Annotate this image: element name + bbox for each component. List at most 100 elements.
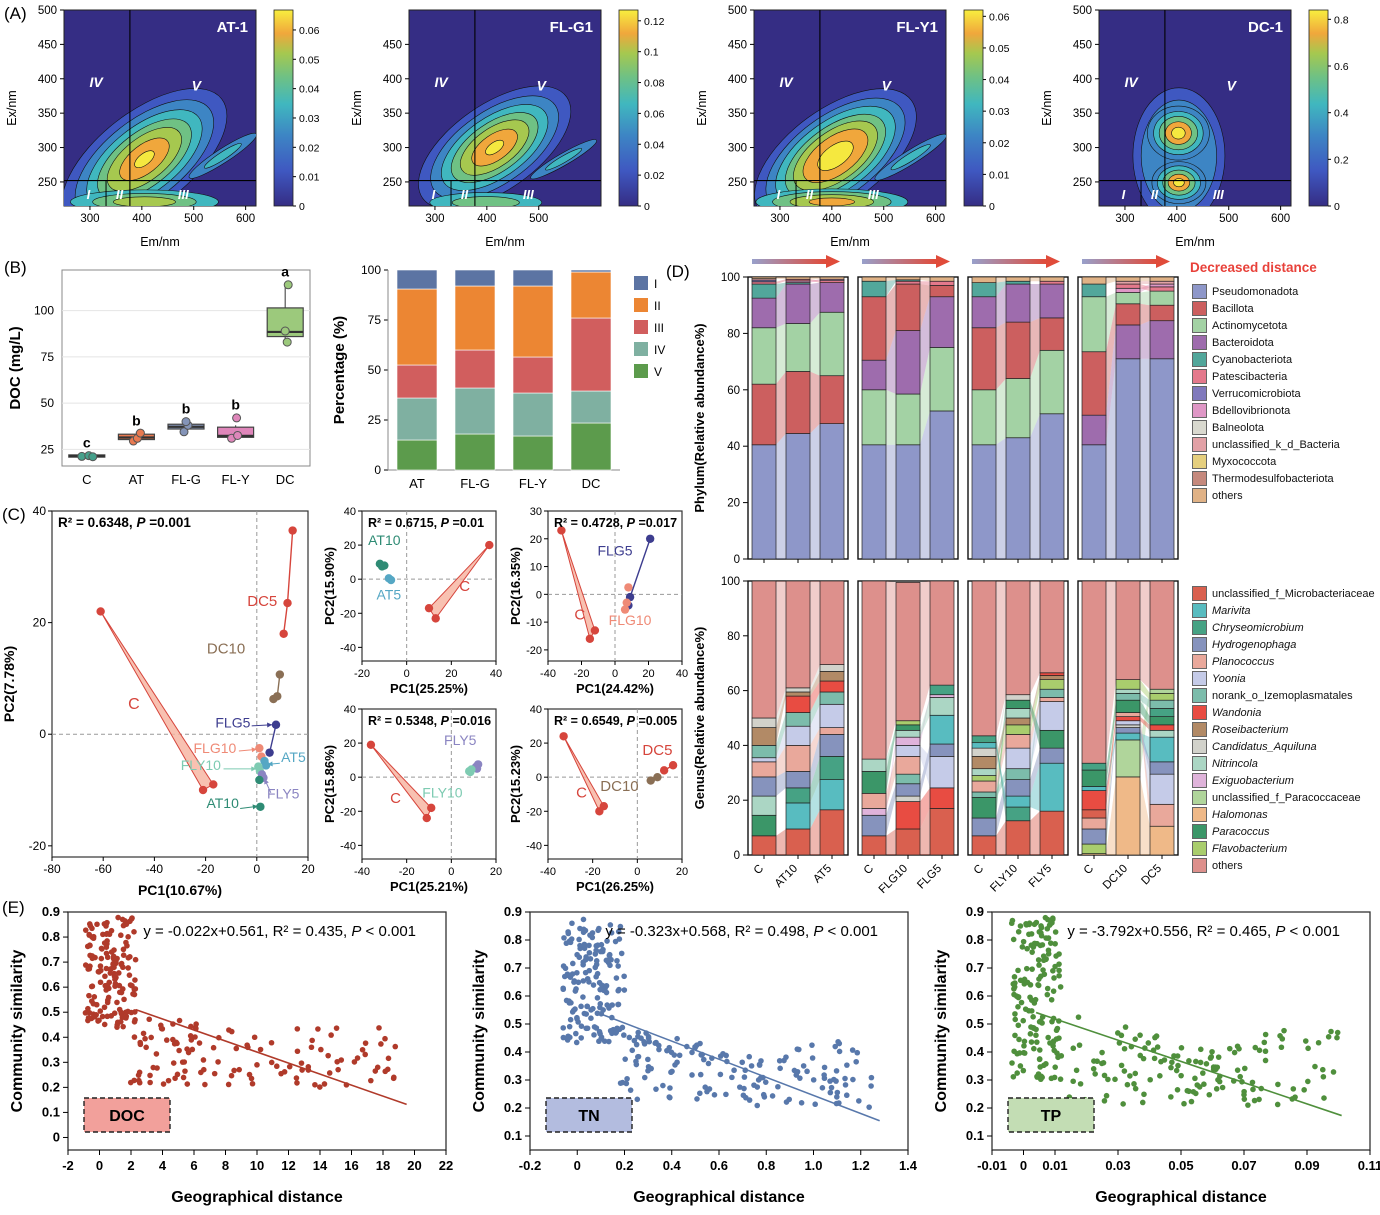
legend-item: Hydrogenophaga — [1192, 636, 1375, 653]
svg-text:V: V — [654, 365, 662, 379]
svg-text:C: C — [752, 863, 766, 877]
svg-text:20: 20 — [676, 866, 688, 878]
svg-text:C: C — [862, 863, 876, 877]
legend-item: Nitrincola — [1192, 755, 1375, 772]
svg-text:I: I — [432, 187, 436, 202]
svg-text:80: 80 — [727, 631, 740, 643]
svg-text:C: C — [459, 578, 470, 595]
svg-text:0.8: 0.8 — [966, 932, 984, 947]
svg-text:40: 40 — [33, 504, 47, 518]
legend-item: others — [1192, 487, 1340, 504]
svg-text:II: II — [461, 187, 469, 202]
svg-text:0.06: 0.06 — [299, 25, 320, 37]
decreased-distance-label: Decreased distance — [1190, 260, 1317, 275]
svg-text:450: 450 — [1073, 39, 1092, 51]
legend-label: unclassified_f_Paracoccaceae — [1212, 791, 1361, 804]
svg-text:AT10: AT10 — [368, 532, 401, 548]
legend-item: Patescibacteria — [1192, 368, 1340, 385]
svg-text:R² = 0.6549, P =0.005: R² = 0.6549, P =0.005 — [554, 714, 677, 728]
legend-swatch — [1192, 824, 1207, 839]
svg-text:0.4: 0.4 — [1334, 108, 1349, 120]
svg-text:50: 50 — [368, 363, 382, 377]
svg-text:Community similarity: Community similarity — [471, 950, 488, 1113]
svg-text:40: 40 — [530, 704, 542, 716]
svg-text:350: 350 — [1073, 108, 1092, 120]
legend-swatch — [1192, 773, 1207, 788]
legend-label: Balneolota — [1212, 421, 1264, 434]
legend-swatch — [1192, 637, 1207, 652]
svg-text:0: 0 — [644, 201, 650, 213]
pca-svg: -40 -20 0 20 -40 -20 0 20 40 DC5 DC10 C R² = 0.6549,… — [508, 704, 688, 894]
svg-text:Community similarity: Community similarity — [9, 950, 26, 1113]
legend-swatch — [1192, 471, 1207, 486]
svg-text:250: 250 — [728, 177, 747, 189]
panel-label-e: (E) — [2, 898, 25, 917]
legend-swatch — [1192, 603, 1207, 618]
legend-label: Bacillota — [1212, 302, 1254, 315]
legend-swatch — [1192, 437, 1207, 452]
svg-text:III: III — [178, 187, 189, 202]
svg-text:0.01: 0.01 — [1042, 1158, 1067, 1173]
scatter-svg: -2 0 2 4 6 8 10 12 14 16 18 20 2200.10.20.30.40.50.6… — [9, 904, 453, 1206]
legend-swatch — [1192, 284, 1207, 299]
svg-text:Ex/nm: Ex/nm — [695, 90, 709, 125]
svg-text:16: 16 — [344, 1158, 358, 1173]
legend-swatch — [1192, 671, 1207, 686]
svg-text:Geographical distance: Geographical distance — [633, 1189, 805, 1206]
svg-text:-20: -20 — [526, 645, 542, 657]
legend-swatch — [1192, 318, 1207, 333]
scatter-tp: -0.01 0 0.01 0.03 0.05 0.07 0.09 0.11 0.1 0.2 0.3 0… — [930, 902, 1380, 1215]
svg-text:DC10: DC10 — [207, 640, 245, 657]
svg-text:-80: -80 — [43, 862, 61, 876]
legend-label: Marivita — [1212, 604, 1251, 617]
legend-label: Yoonia — [1212, 672, 1246, 685]
svg-text:DC10: DC10 — [600, 778, 638, 795]
svg-text:250: 250 — [383, 177, 402, 189]
svg-text:500: 500 — [184, 213, 203, 225]
svg-text:-2: -2 — [62, 1158, 74, 1173]
panel-label-c: (C) — [2, 505, 26, 524]
svg-text:c: c — [83, 435, 91, 451]
svg-text:PC1(10.67%): PC1(10.67%) — [138, 882, 222, 898]
svg-text:R² = 0.6348, P =0.001: R² = 0.6348, P =0.001 — [58, 515, 191, 530]
svg-text:0: 0 — [634, 866, 640, 878]
svg-text:PC2(16.35%): PC2(16.35%) — [508, 547, 523, 625]
pca-main: -80 -60 -40 -20 0 20 -20 0 20 40 C DC5 DC10 FLG5 FLG10… — [0, 503, 318, 906]
pca-mini-dc: -40 -20 0 20 -40 -20 0 20 40 DC5 DC10 C R² = 0.6549,… — [506, 701, 692, 902]
svg-text:R² = 0.5348, P =0.016: R² = 0.5348, P =0.016 — [368, 714, 491, 728]
svg-text:DC: DC — [276, 472, 295, 487]
svg-text:450: 450 — [728, 39, 747, 51]
genus-chart: 0 20 40 60 80 100 Genus(Relative abundance%) C A… — [690, 573, 1188, 908]
svg-text:300: 300 — [80, 213, 99, 225]
svg-text:20: 20 — [344, 738, 356, 750]
svg-text:0.4: 0.4 — [504, 1044, 523, 1059]
panel-label-d: (D) — [666, 262, 690, 281]
svg-text:100: 100 — [721, 576, 740, 588]
svg-text:20: 20 — [727, 498, 740, 510]
legend-swatch — [1192, 352, 1207, 367]
arrow-icon — [826, 255, 840, 268]
svg-text:30: 30 — [530, 506, 542, 518]
svg-text:IV: IV — [1125, 74, 1140, 90]
scatter-svg: -0.01 0 0.01 0.03 0.05 0.07 0.09 0.11 0.1 0.2 0.3 0… — [933, 904, 1380, 1206]
svg-text:y = -3.792x+0.556, R² = 0.465,: y = -3.792x+0.556, R² = 0.465, P < 0.001 — [1067, 923, 1340, 940]
legend-swatch — [1192, 739, 1207, 754]
svg-text:FLG10: FLG10 — [194, 740, 237, 756]
svg-text:25: 25 — [368, 413, 382, 427]
svg-text:400: 400 — [728, 74, 747, 86]
legend-swatch — [634, 364, 648, 378]
svg-text:300: 300 — [383, 143, 402, 155]
legend-item: norank_o_Izemoplasmatales — [1192, 687, 1375, 704]
svg-text:450: 450 — [38, 39, 57, 51]
legend-label: Wandonia — [1212, 706, 1262, 719]
pca-svg: -80 -60 -40 -20 0 20 -20 0 20 40 C DC5 DC10 FLG5 FLG10… — [1, 504, 315, 898]
svg-text:AT5: AT5 — [811, 863, 834, 886]
svg-text:-20: -20 — [585, 866, 601, 878]
legend-item: Candidatus_Aquiluna — [1192, 738, 1375, 755]
legend-swatch — [1192, 386, 1207, 401]
arrow-icon — [1046, 255, 1060, 268]
legend-item: Verrucomicrobiota — [1192, 385, 1340, 402]
svg-text:I: I — [87, 187, 91, 202]
svg-text:V: V — [1227, 77, 1238, 93]
